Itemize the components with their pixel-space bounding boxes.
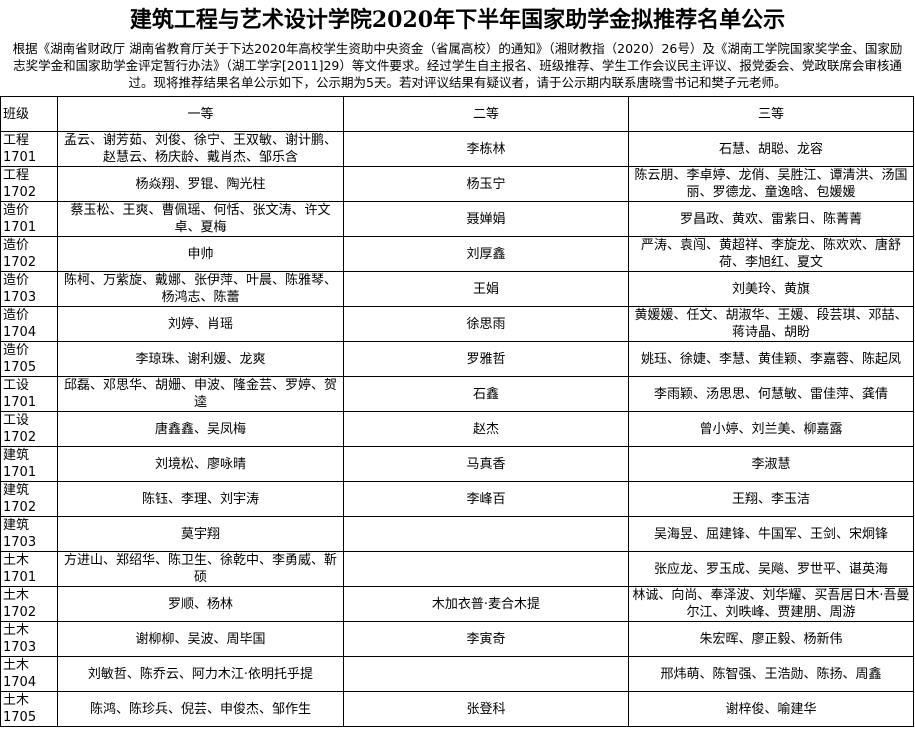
table-body: 工程1701 孟云、谢芳茹、刘俊、徐宁、王双敏、谢计鹏、赵慧云、杨庆龄、戴肖杰、邹… (0, 131, 914, 727)
table-row: 工程1702 杨焱翔、罗锟、陶光柱 杨玉宁 陈云朋、李卓婷、龙俏、吴胜江、谭清洪、汤国… (0, 166, 914, 202)
names-cell (343, 551, 629, 587)
names-cell: 张登科 (343, 691, 629, 727)
table-row: 建筑1703 莫宇翔 吴海昱、屈建锋、牛国军、王剑、宋炯锋 (0, 516, 914, 552)
names-cell: 陈云朋、李卓婷、龙俏、吴胜江、谭清洪、汤国丽、罗德龙、童逸晗、包媛媛 (628, 166, 914, 202)
names-cell: 罗昌政、黄欢、雷紫日、陈菁菁 (628, 201, 914, 237)
class-cell: 造价1705 (0, 341, 58, 377)
class-cell: 土木1702 (0, 586, 58, 622)
class-cell: 工设1702 (0, 411, 58, 447)
class-cell: 土木1703 (0, 621, 58, 657)
names-cell: 罗雅哲 (343, 341, 629, 377)
names-cell: 方进山、郑绍华、陈卫生、徐乾中、李勇威、靳硕 (57, 551, 344, 587)
names-cell: 王娟 (343, 271, 629, 307)
names-cell: 陈钰、李理、刘宇涛 (57, 481, 344, 517)
names-cell: 刘厚鑫 (343, 236, 629, 272)
table-row: 造价1704 刘婷、肖瑶 徐思雨 黄媛媛、任文、胡淑华、王媛、段芸琪、邓喆、蒋诗晶、胡… (0, 306, 914, 342)
names-cell: 林诚、向尚、奉泽波、刘华耀、买吾居日木·吾曼尔江、刘昳峰、贾建朋、周游 (628, 586, 914, 622)
names-cell: 杨玉宁 (343, 166, 629, 202)
names-cell: 聂婵娟 (343, 201, 629, 237)
class-cell: 建筑1703 (0, 516, 58, 552)
award-table: 班级 一等 二等 三等 工程1701 孟云、谢芳茹、刘俊、徐宁、王双敏、谢计鹏、赵慧云、… (0, 96, 914, 727)
names-cell: 吴海昱、屈建锋、牛国军、王剑、宋炯锋 (628, 516, 914, 552)
class-cell: 土木1704 (0, 656, 58, 692)
column-header: 班级 (0, 96, 58, 132)
table-row: 土木1701 方进山、郑绍华、陈卫生、徐乾中、李勇威、靳硕 张应龙、罗玉成、吴飚、罗… (0, 551, 914, 587)
names-cell: 罗顺、杨林 (57, 586, 344, 622)
class-cell: 工程1701 (0, 131, 58, 167)
names-cell: 刘境松、廖咏晴 (57, 446, 344, 482)
names-cell: 张应龙、罗玉成、吴飚、罗世平、谌英海 (628, 551, 914, 587)
class-cell: 建筑1701 (0, 446, 58, 482)
names-cell: 严涛、袁闯、黄超祥、李旋龙、陈欢欢、唐舒荷、李旭红、夏文 (628, 236, 914, 272)
names-cell: 赵杰 (343, 411, 629, 447)
names-cell: 陈鸿、陈珍兵、倪芸、申俊杰、邹作生 (57, 691, 344, 727)
table-row: 造价1702 申帅 刘厚鑫 严涛、袁闯、黄超祥、李旋龙、陈欢欢、唐舒荷、李旭红、夏文 (0, 236, 914, 272)
names-cell: 黄媛媛、任文、胡淑华、王媛、段芸琪、邓喆、蒋诗晶、胡盼 (628, 306, 914, 342)
table-row: 造价1705 李琼珠、谢利媛、龙爽 罗雅哲 姚珏、徐婕、李慧、黄佳颖、李嘉蓉、陈起凤 (0, 341, 914, 377)
names-cell: 唐鑫鑫、吴凤梅 (57, 411, 344, 447)
names-cell: 谢柳柳、吴波、周毕国 (57, 621, 344, 657)
table-row: 土木1705 陈鸿、陈珍兵、倪芸、申俊杰、邹作生 张登科 谢梓俊、喻建华 (0, 691, 914, 727)
table-row: 建筑1702 陈钰、李理、刘宇涛 李峰百 王翔、李玉洁 (0, 481, 914, 517)
names-cell: 李淑慧 (628, 446, 914, 482)
table-row: 土木1703 谢柳柳、吴波、周毕国 李寅奇 朱宏晖、廖正毅、杨新伟 (0, 621, 914, 657)
names-cell: 李栋林 (343, 131, 629, 167)
class-cell: 造价1702 (0, 236, 58, 272)
table-row: 工设1701 邱磊、邓思华、胡姗、申波、隆金芸、罗婷、贺逵 石鑫 李雨颖、汤思思、何慧… (0, 376, 914, 412)
names-cell: 陈柯、万紫旋、戴娜、张伊萍、叶晨、陈雅琴、杨鸿志、陈蕾 (57, 271, 344, 307)
names-cell: 徐思雨 (343, 306, 629, 342)
class-cell: 土木1701 (0, 551, 58, 587)
class-cell: 造价1703 (0, 271, 58, 307)
intro-text: 根据《湖南省财政厅 湖南省教育厅关于下达2020年高校学生资助中央资金（省属高校… (12, 41, 903, 90)
names-cell: 曾小婷、刘兰美、柳嘉露 (628, 411, 914, 447)
table-row: 土木1702 罗顺、杨林 木加衣普·麦合木提 林诚、向尚、奉泽波、刘华耀、买吾居日木·… (0, 586, 914, 622)
names-cell: 邱磊、邓思华、胡姗、申波、隆金芸、罗婷、贺逵 (57, 376, 344, 412)
names-cell: 姚珏、徐婕、李慧、黄佳颖、李嘉蓉、陈起凤 (628, 341, 914, 377)
class-cell: 工设1701 (0, 376, 58, 412)
header-row: 班级 一等 二等 三等 (0, 96, 914, 132)
names-cell: 莫宇翔 (57, 516, 344, 552)
names-cell: 刘美玲、黄旗 (628, 271, 914, 307)
names-cell: 石慧、胡聪、龙容 (628, 131, 914, 167)
table-row: 建筑1701 刘境松、廖咏晴 马真香 李淑慧 (0, 446, 914, 482)
table-row: 造价1701 蔡玉松、王爽、曹佩瑶、何恬、张文涛、许文卓、夏梅 聂婵娟 罗昌政、黄欢、… (0, 201, 914, 237)
class-cell: 建筑1702 (0, 481, 58, 517)
names-cell (343, 516, 629, 552)
table-row: 工程1701 孟云、谢芳茹、刘俊、徐宁、王双敏、谢计鹏、赵慧云、杨庆龄、戴肖杰、邹… (0, 131, 914, 167)
class-cell: 造价1704 (0, 306, 58, 342)
names-cell: 王翔、李玉洁 (628, 481, 914, 517)
names-cell: 石鑫 (343, 376, 629, 412)
class-cell: 土木1705 (0, 691, 58, 727)
names-cell: 朱宏晖、廖正毅、杨新伟 (628, 621, 914, 657)
names-cell: 申帅 (57, 236, 344, 272)
names-cell: 木加衣普·麦合木提 (343, 586, 629, 622)
class-cell: 工程1702 (0, 166, 58, 202)
table-row: 土木1704 刘敏哲、陈乔云、阿力木江·依明托乎提 邢炜萌、陈智强、王浩勋、陈扬、周… (0, 656, 914, 692)
names-cell: 李峰百 (343, 481, 629, 517)
names-cell: 李琼珠、谢利媛、龙爽 (57, 341, 344, 377)
column-header: 一等 (57, 96, 344, 132)
table-row: 工设1702 唐鑫鑫、吴凤梅 赵杰 曾小婷、刘兰美、柳嘉露 (0, 411, 914, 447)
names-cell: 李雨颖、汤思思、何慧敏、雷佳萍、龚倩 (628, 376, 914, 412)
class-cell: 造价1701 (0, 201, 58, 237)
column-header: 三等 (628, 96, 914, 132)
names-cell: 马真香 (343, 446, 629, 482)
names-cell (343, 656, 629, 692)
column-header: 二等 (343, 96, 629, 132)
names-cell: 蔡玉松、王爽、曹佩瑶、何恬、张文涛、许文卓、夏梅 (57, 201, 344, 237)
names-cell: 邢炜萌、陈智强、王浩勋、陈扬、周鑫 (628, 656, 914, 692)
table-row: 造价1703 陈柯、万紫旋、戴娜、张伊萍、叶晨、陈雅琴、杨鸿志、陈蕾 王娟 刘美玲、黄… (0, 271, 914, 307)
title: 建筑工程与艺术设计学院2020年下半年国家助学金拟推荐名单公示 (129, 7, 786, 33)
names-cell: 刘敏哲、陈乔云、阿力木江·依明托乎提 (57, 656, 344, 692)
names-cell: 谢梓俊、喻建华 (628, 691, 914, 727)
names-cell: 李寅奇 (343, 621, 629, 657)
names-cell: 刘婷、肖瑶 (57, 306, 344, 342)
names-cell: 杨焱翔、罗锟、陶光柱 (57, 166, 344, 202)
names-cell: 孟云、谢芳茹、刘俊、徐宁、王双敏、谢计鹏、赵慧云、杨庆龄、戴肖杰、邹乐含 (57, 131, 344, 167)
